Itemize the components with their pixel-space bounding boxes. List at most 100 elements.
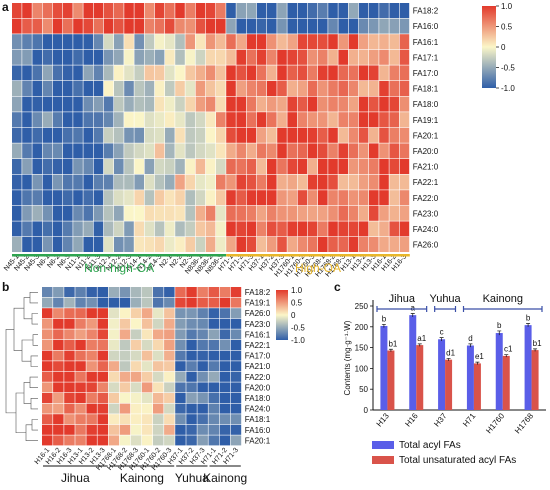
heatmap-a-cell — [338, 3, 348, 18]
heatmap-b-cell — [164, 393, 175, 403]
heatmap-b-cell — [119, 393, 131, 403]
heatmap-a-cell — [267, 159, 277, 174]
heatmap-a-cell — [114, 81, 124, 96]
heatmap-a-cell — [277, 174, 287, 190]
heatmap-a-cell — [103, 49, 114, 65]
heatmap-a-cell — [83, 237, 93, 252]
heatmap-a-cell — [216, 174, 226, 190]
heatmap-b-cell — [130, 393, 142, 403]
heatmap-a-cell — [175, 112, 185, 128]
heatmap-b-cell — [97, 308, 108, 319]
heatmap-a-cell — [185, 34, 195, 50]
heatmap-a-cell — [328, 3, 338, 18]
heatmap-b-cell — [86, 329, 97, 340]
heatmap-b-cell — [175, 297, 186, 308]
heatmap-a-cell — [144, 18, 155, 34]
heatmap-a-cell — [185, 159, 195, 174]
heatmap-a-cell — [195, 18, 206, 34]
heatmap-a-cell — [399, 65, 410, 81]
dendrogram-branch — [15, 392, 26, 434]
heatmap-a-cell — [307, 81, 318, 96]
heatmap-a-cell — [256, 127, 267, 143]
heatmap-a-cell — [93, 237, 104, 252]
heatmap-a-cell — [307, 3, 318, 18]
heatmap-a-cell — [297, 96, 308, 112]
heatmap-a-cell — [226, 174, 236, 190]
bar-c-bar — [409, 315, 417, 410]
heatmap-a-cell — [103, 81, 114, 96]
bar-c-error-bar — [468, 343, 473, 348]
heatmap-a-cell — [358, 18, 369, 34]
heatmap-a-cell — [42, 221, 53, 237]
heatmap-b-cell — [64, 340, 75, 350]
heatmap-b-cell — [164, 371, 175, 382]
heatmap-a-cell — [154, 237, 165, 252]
heatmap-b-cell — [219, 340, 231, 350]
heatmap-a-cell — [42, 81, 53, 96]
heatmap-a-cell — [124, 221, 134, 237]
heatmap-b-cell — [42, 361, 53, 372]
heatmap-b-cell — [75, 308, 86, 319]
heatmap-a-cell — [287, 65, 297, 81]
heatmap-a-cell — [22, 34, 32, 50]
heatmap-a-cell — [73, 159, 83, 174]
group-label-b: Jihua — [61, 471, 90, 485]
heatmap-b-cell — [197, 393, 208, 403]
heatmap-a-cell — [318, 237, 328, 252]
dendrogram-branch — [29, 292, 38, 304]
heatmap-a-cell — [114, 190, 124, 206]
bar-c-x-tick-label: H13 — [375, 411, 392, 428]
heatmap-a-cell — [32, 143, 42, 159]
heatmap-b-cell — [208, 350, 219, 361]
heatmap-a-cell — [195, 127, 206, 143]
heatmap-b-cell — [119, 361, 131, 372]
heatmap-a-cell — [52, 65, 63, 81]
heatmap-a-cell — [328, 174, 338, 190]
heatmap-b-cell — [186, 403, 197, 414]
heatmap-a-cell — [93, 81, 104, 96]
heatmap-b-row-label: FA23:0 — [245, 320, 271, 329]
heatmap-b-cell — [130, 329, 142, 340]
heatmap-b-cell — [153, 318, 164, 329]
heatmap-a-cell — [297, 3, 308, 18]
heatmap-b-cell — [141, 414, 153, 425]
heatmap-a-cell — [338, 174, 348, 190]
heatmap-b-cell — [108, 382, 120, 393]
heatmap-b-cell — [42, 308, 53, 319]
heatmap-b-cell — [153, 308, 164, 319]
heatmap-a-cell — [165, 49, 175, 65]
heatmap-a-cell — [154, 3, 165, 18]
bar-c-error-bar — [475, 361, 480, 365]
heatmap-a-cell — [348, 127, 359, 143]
heatmap-a-cell — [369, 237, 379, 252]
group-line-a — [12, 254, 227, 257]
heatmap-a-cell — [83, 159, 93, 174]
heatmap-a-cell — [379, 127, 389, 143]
heatmap-b-cell — [230, 318, 242, 329]
heatmap-b-cell — [64, 308, 75, 319]
heatmap-a-cell — [52, 159, 63, 174]
heatmap-a-cell — [318, 143, 328, 159]
heatmap-a-cell — [318, 65, 328, 81]
heatmap-a-cell — [389, 112, 399, 128]
heatmap-b-cell — [64, 329, 75, 340]
heatmap-b-cell — [97, 382, 108, 393]
bar-c-sig-label: b — [526, 313, 531, 322]
heatmap-b-cell — [197, 287, 208, 297]
heatmap-a-cell — [52, 49, 63, 65]
heatmap-a-cell — [22, 127, 32, 143]
heatmap-b-cell — [208, 287, 219, 297]
bar-c-bar — [438, 339, 446, 410]
heatmap-a-cell — [185, 237, 195, 252]
heatmap-b-cell — [75, 361, 86, 372]
heatmap-a-cell — [144, 221, 155, 237]
heatmap-a-cell — [32, 112, 42, 128]
heatmap-a-cell — [52, 174, 63, 190]
heatmap-a-cell — [328, 221, 338, 237]
heatmap-b-cell — [164, 414, 175, 425]
heatmap-a-cell — [175, 96, 185, 112]
heatmap-a-cell — [154, 65, 165, 81]
heatmap-a-cell — [379, 96, 389, 112]
heatmap-a-cell — [358, 3, 369, 18]
bar-c-sig-label: d1 — [446, 348, 455, 357]
